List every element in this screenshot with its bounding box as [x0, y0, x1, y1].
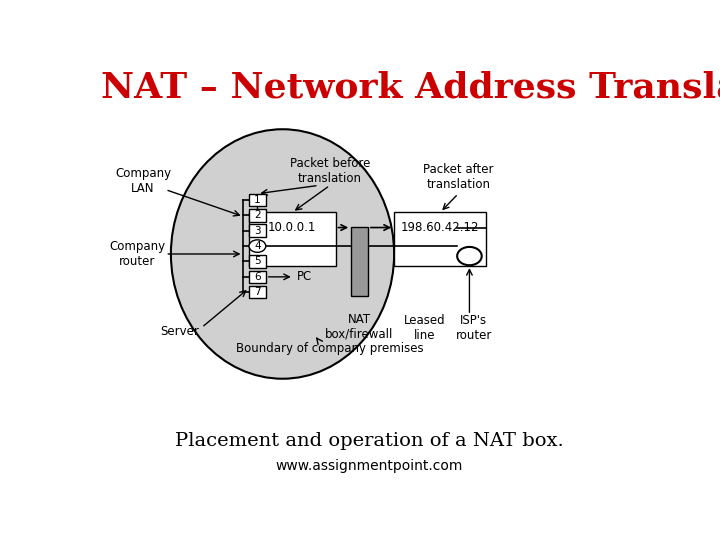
Text: 2: 2 — [254, 210, 261, 220]
Bar — [249, 194, 266, 206]
Text: 5: 5 — [254, 256, 261, 266]
Bar — [249, 225, 266, 237]
Text: Company
router: Company router — [109, 240, 166, 268]
Text: PC: PC — [297, 271, 312, 284]
Text: 198.60.42.12: 198.60.42.12 — [401, 221, 480, 234]
Bar — [249, 255, 266, 268]
Ellipse shape — [171, 129, 394, 379]
Bar — [351, 227, 368, 295]
Text: Server: Server — [160, 325, 199, 338]
Bar — [249, 209, 266, 221]
Circle shape — [249, 240, 266, 252]
Text: Packet before
translation: Packet before translation — [289, 157, 370, 185]
Text: 3: 3 — [254, 226, 261, 235]
Bar — [249, 212, 336, 266]
Text: 6: 6 — [254, 272, 261, 282]
Text: 1: 1 — [254, 195, 261, 205]
Text: Company
LAN: Company LAN — [115, 167, 171, 195]
Bar — [249, 271, 266, 283]
Text: 10.0.0.1: 10.0.0.1 — [268, 221, 317, 234]
Text: Placement and operation of a NAT box.: Placement and operation of a NAT box. — [175, 432, 563, 450]
Bar — [249, 286, 266, 299]
Circle shape — [457, 247, 482, 265]
Text: 4: 4 — [254, 241, 261, 251]
Text: Boundary of company premises: Boundary of company premises — [236, 342, 424, 355]
Text: ISP's
router: ISP's router — [456, 314, 492, 342]
Text: NAT – Network Address Translation: NAT – Network Address Translation — [101, 71, 720, 105]
Text: Packet after
translation: Packet after translation — [423, 163, 493, 191]
Text: Leased
line: Leased line — [404, 314, 446, 342]
Text: NAT
box/firewall: NAT box/firewall — [325, 313, 394, 341]
Text: 7: 7 — [254, 287, 261, 297]
Bar — [394, 212, 486, 266]
Text: www.assignmentpoint.com: www.assignmentpoint.com — [275, 459, 463, 473]
